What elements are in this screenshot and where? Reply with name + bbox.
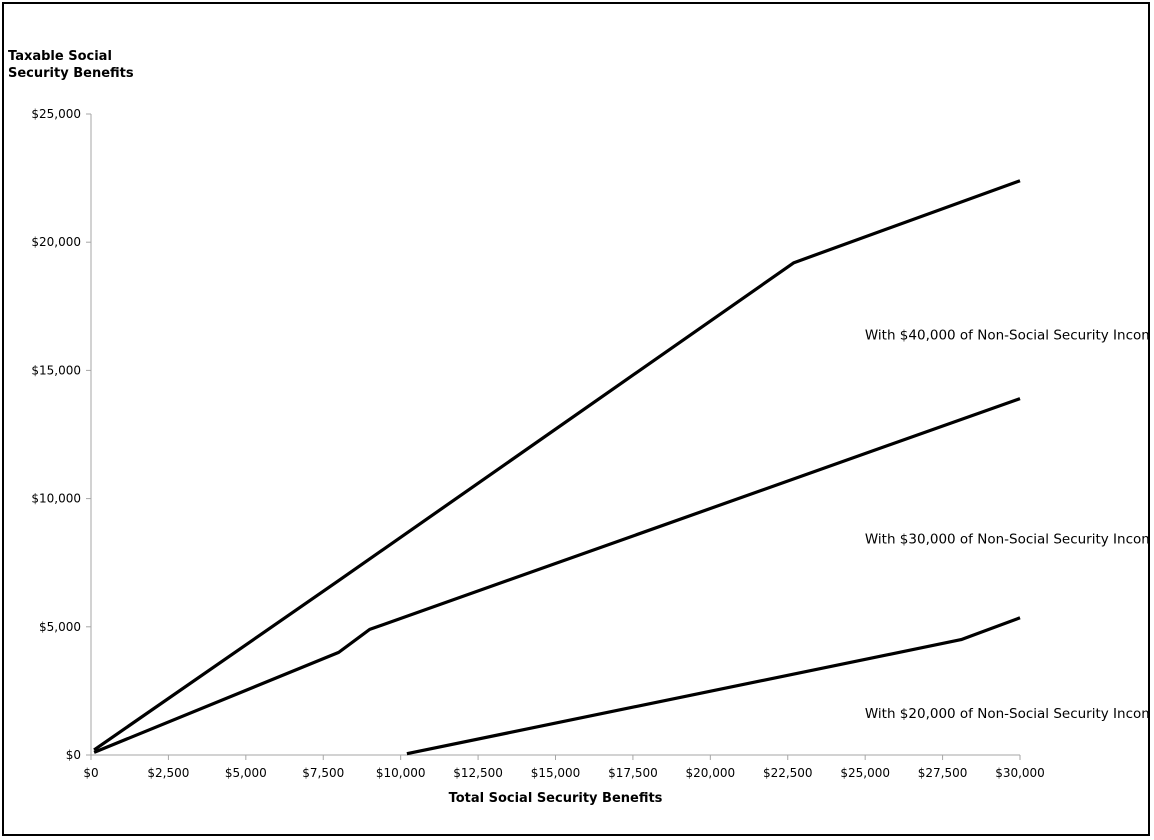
- x-tick-label: $5,000: [225, 766, 267, 780]
- y-tick-label: $25,000: [31, 107, 81, 121]
- x-axis-title: Total Social Security Benefits: [449, 791, 663, 806]
- x-tick-label: $25,000: [840, 766, 890, 780]
- x-tick-label: $27,500: [918, 766, 968, 780]
- x-tick-label: $0: [83, 766, 98, 780]
- series-line: [93, 397, 1021, 754]
- series-line: [93, 179, 1021, 752]
- x-tick-label: $7,500: [302, 766, 344, 780]
- series-annotations: With $40,000 of Non-Social Security Inco…: [865, 328, 1150, 722]
- x-tick-label: $17,500: [608, 766, 658, 780]
- series-annotation: With $30,000 of Non-Social Security Inco…: [865, 531, 1150, 547]
- x-tick-label: $12,500: [453, 766, 503, 780]
- x-tick-label: $15,000: [531, 766, 581, 780]
- x-axis-ticks: $0 $2,500 $5,000 $7,500 $10,000 $12,500 $15,00…: [83, 755, 1045, 780]
- y-tick-label: $20,000: [31, 235, 81, 249]
- x-tick-label: $10,000: [376, 766, 426, 780]
- axes: [90, 114, 1020, 756]
- x-tick-label: $30,000: [995, 766, 1045, 780]
- series-annotation: With $40,000 of Non-Social Security Inco…: [865, 328, 1150, 344]
- x-tick-label: $2,500: [147, 766, 189, 780]
- x-tick-label: $22,500: [763, 766, 813, 780]
- series-annotation: With $20,000 of Non-Social Security Inco…: [865, 706, 1150, 722]
- y-tick-label: $10,000: [31, 492, 81, 506]
- y-tick-label: $0: [66, 748, 81, 762]
- y-axis-title-line: Security Benefits: [8, 66, 134, 81]
- y-tick-label: $15,000: [31, 363, 81, 377]
- series-lines: [93, 179, 1021, 756]
- y-tick-label: $5,000: [39, 620, 81, 634]
- series-line: [406, 616, 1021, 756]
- y-axis-title-line: Taxable Social: [8, 49, 112, 64]
- taxable-benefits-line-chart: Taxable Social Security Benefits $0 $2,500…: [8, 49, 1150, 806]
- y-axis-title: Taxable Social Security Benefits: [8, 49, 134, 81]
- y-axis-ticks: $0 $5,000 $10,000 $15,000 $20,000 $25,000: [31, 107, 91, 762]
- x-tick-label: $20,000: [686, 766, 736, 780]
